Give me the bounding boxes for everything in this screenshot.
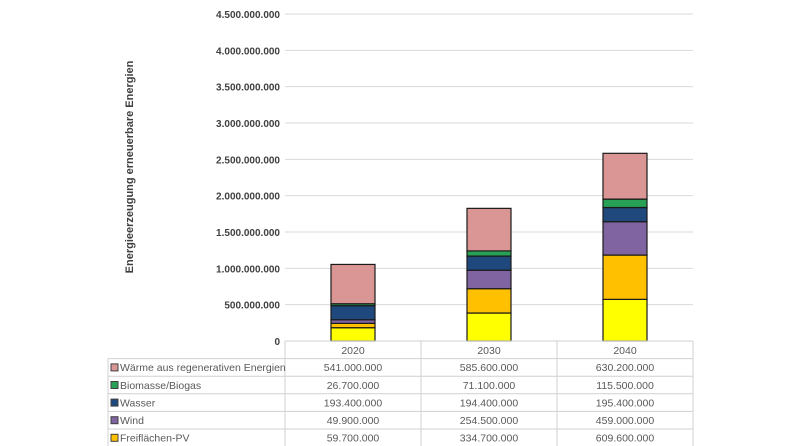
legend-key bbox=[110, 416, 119, 425]
y-tick-label: 4.500.000.000 bbox=[216, 10, 280, 21]
bar-segment-2030-1 bbox=[466, 288, 512, 314]
table-cell-value: 459.000.000 bbox=[596, 415, 655, 427]
bar-segment-2030-5 bbox=[466, 207, 512, 252]
bar-segment-2030-4 bbox=[466, 250, 512, 257]
bar-segment-2020-1 bbox=[330, 322, 376, 329]
bar-segment-2030-2 bbox=[466, 269, 512, 290]
bar-segment-2020-0 bbox=[330, 327, 376, 342]
category-label: 2030 bbox=[477, 345, 501, 357]
y-tick-label: 1.500.000.000 bbox=[216, 228, 280, 239]
table-cell-value: 49.900.000 bbox=[327, 415, 380, 427]
legend-key bbox=[110, 398, 119, 407]
bar-segment-2030-0 bbox=[466, 312, 512, 342]
table-cell-value: 630.200.000 bbox=[596, 362, 655, 374]
y-axis-label: Energieerzeugung erneuerbare Energien bbox=[124, 60, 136, 273]
bars bbox=[330, 152, 648, 342]
y-tick-label: 500.000.000 bbox=[224, 301, 280, 312]
y-tick-label: 1.000.000.000 bbox=[216, 264, 280, 275]
series-name: Wärme aus regenerativen Energien bbox=[120, 362, 286, 374]
bar-segment-2040-5 bbox=[602, 152, 648, 200]
series-name: Biomasse/Biogas bbox=[120, 380, 201, 392]
table-cell-value: 59.700.000 bbox=[327, 433, 380, 445]
table-cell-value: 609.600.000 bbox=[596, 433, 655, 445]
bar-segment-2020-3 bbox=[330, 305, 376, 321]
table-cell-value: 334.700.000 bbox=[460, 433, 519, 445]
category-label: 2040 bbox=[613, 345, 637, 357]
legend-key bbox=[110, 381, 119, 389]
bar-segment-2040-0 bbox=[602, 298, 648, 342]
y-tick-label: 2.000.000.000 bbox=[216, 192, 280, 203]
bar-segment-2040-4 bbox=[602, 198, 648, 209]
category-label: 2020 bbox=[341, 345, 365, 357]
table-cell-value: 194.400.000 bbox=[460, 397, 519, 409]
table-cell-value: 71.100.000 bbox=[463, 380, 516, 392]
table-cell-value: 26.700.000 bbox=[327, 380, 380, 392]
y-tick-label: 3.000.000.000 bbox=[216, 119, 280, 130]
series-name: Freiflächen-PV bbox=[120, 433, 189, 445]
y-tick-label: 2.500.000.000 bbox=[216, 155, 280, 166]
bar-segment-2030-3 bbox=[466, 255, 512, 271]
series-name: Wind bbox=[120, 415, 144, 427]
y-tick-label: 0 bbox=[274, 337, 280, 348]
series-name: Wasser bbox=[120, 397, 156, 409]
table-cell-value: 541.000.000 bbox=[324, 362, 383, 374]
table-cell-value: 115.500.000 bbox=[596, 380, 654, 392]
bar-segment-2040-3 bbox=[602, 206, 648, 223]
y-axis-ticks: 0 500.000.000 1.000.000.000 1.500.000.000 2.… bbox=[216, 10, 280, 348]
bar-segment-2040-2 bbox=[602, 221, 648, 256]
bar-segment-2040-1 bbox=[602, 254, 648, 300]
bar-segment-2020-5 bbox=[330, 263, 376, 305]
y-tick-label: 3.500.000.000 bbox=[216, 83, 280, 94]
legend-key bbox=[110, 433, 119, 442]
table-cell-value: 585.600.000 bbox=[460, 362, 519, 374]
table-cell-value: 254.500.000 bbox=[460, 415, 519, 427]
data-table: 2020 2030 2040 Wärme aus regenerativen Ener… bbox=[107, 340, 694, 446]
legend-key bbox=[110, 363, 119, 372]
table-cell-value: 195.400.000 bbox=[596, 397, 655, 409]
table-cell-value: 193.400.000 bbox=[324, 397, 383, 409]
y-tick-label: 4.000.000.000 bbox=[216, 46, 280, 57]
